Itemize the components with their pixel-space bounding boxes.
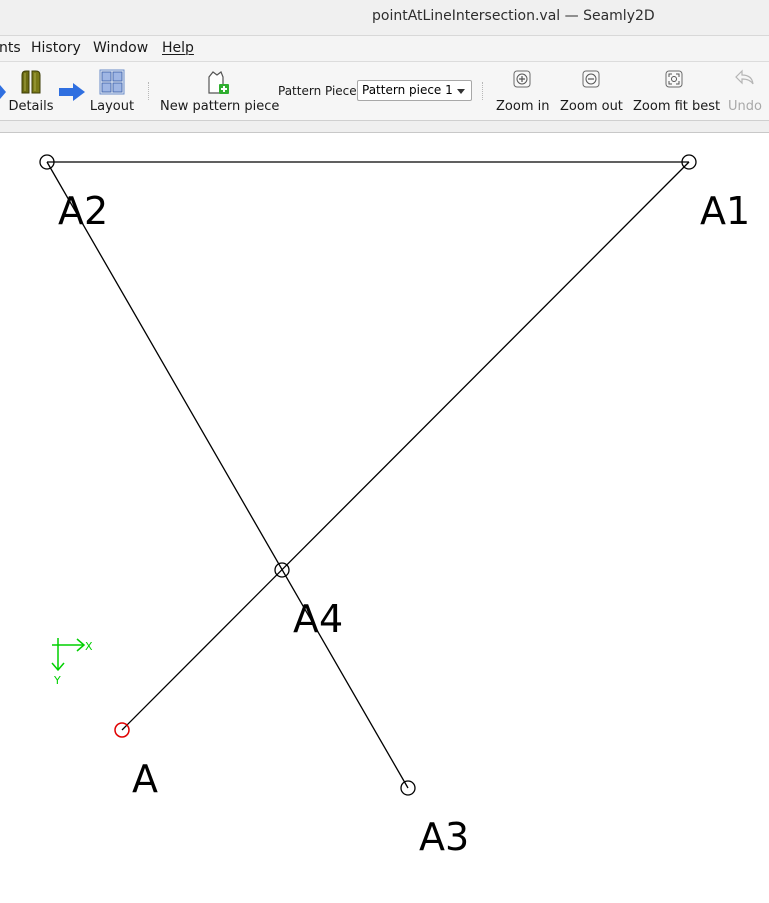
menubar: nts History Window Help [0,36,769,62]
zoom-out-label: Zoom out [560,99,623,114]
layout-icon [99,69,125,99]
details-label: Details [8,99,54,114]
zoom-in-label: Zoom in [496,99,550,114]
details-icon [18,69,44,99]
menu-window[interactable]: Window [93,40,149,56]
new-pattern-piece-icon [204,69,230,99]
line-a1-a[interactable] [121,161,690,731]
zoom-fit-best-label: Zoom fit best [633,99,721,114]
point-a[interactable] [114,722,130,738]
pattern-piece-select[interactable]: Pattern piece 1 [357,80,472,101]
point-label-a1[interactable]: A1 [700,189,750,233]
details-button[interactable]: Details [8,66,54,116]
zoom-fit-best-button[interactable]: Zoom fit best [633,66,721,116]
origin-axis-icon [51,638,86,672]
pattern-piece-value: Pattern piece 1 [362,83,453,97]
layout-button[interactable]: Layout [89,66,135,116]
menu-history[interactable]: History [31,40,81,56]
undo-label: Undo [728,99,762,114]
main-toolbar: Details Layout New pattern piece Pat [0,62,769,121]
point-label-a2[interactable]: A2 [58,189,108,233]
line-a2-a3[interactable] [46,161,409,789]
arrow-right-icon [59,83,85,105]
chevron-down-icon [457,89,465,94]
zoom-out-button[interactable]: Zoom out [560,66,623,116]
toolbar-separator [148,82,151,100]
pattern-piece-label: Pattern Piece: [278,84,361,98]
window-title: pointAtLineIntersection.val — Seamly2D [372,8,655,24]
point-a1[interactable] [681,154,697,170]
pattern-drawing: A2 A1 A4 A A3 X Y [39,154,750,859]
axis-x-label: X [85,640,93,653]
zoom-fit-best-icon [664,69,684,93]
layout-label: Layout [89,99,135,114]
point-label-a3[interactable]: A3 [419,815,469,859]
menu-measurements[interactable]: nts [0,40,21,56]
arrow-right-icon [0,84,6,103]
toolbar-bottom-strip [0,121,769,133]
new-pattern-piece-label: New pattern piece [160,99,280,114]
menu-help[interactable]: Help [162,40,194,56]
drawing-canvas[interactable]: A2 A1 A4 A A3 X Y [0,133,769,903]
undo-icon [734,69,756,91]
zoom-out-icon [581,69,601,93]
point-a4[interactable] [274,562,290,578]
point-label-a[interactable]: A [132,757,158,801]
point-a3[interactable] [400,780,416,796]
point-label-a4[interactable]: A4 [293,597,343,641]
point-a2[interactable] [39,154,55,170]
window-titlebar: pointAtLineIntersection.val — Seamly2D [0,0,769,36]
zoom-in-icon [512,69,532,93]
zoom-in-button[interactable]: Zoom in [496,66,550,116]
new-pattern-piece-button[interactable]: New pattern piece [160,66,280,116]
toolbar-separator [482,82,485,100]
axis-y-label: Y [53,674,61,687]
undo-button[interactable]: Undo [726,66,764,116]
